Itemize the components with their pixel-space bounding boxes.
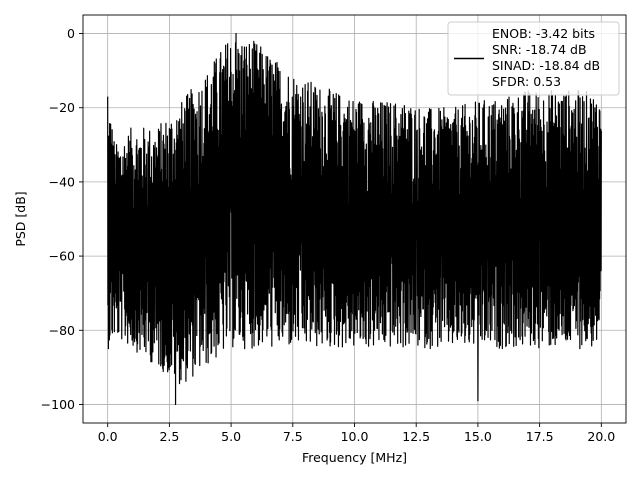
x-tick-label: 2.5: [159, 429, 179, 444]
x-axis-ticks: 0.0 2.5 5.0 7.5 10.0 12.5 15.0 17.5 20.0: [98, 423, 615, 444]
x-tick-label: 5.0: [221, 429, 241, 444]
psd-series-line: [107, 32, 602, 406]
x-tick-label: 0.0: [98, 429, 118, 444]
x-tick-label: 15.0: [464, 429, 492, 444]
y-tick-label: −40: [49, 174, 75, 189]
y-axis-ticks: 0 −20 −40 −60 −80 −100: [41, 26, 83, 412]
y-tick-label: −20: [49, 100, 75, 115]
y-tick-label: 0: [67, 26, 75, 41]
legend-snr: SNR: -18.74 dB: [492, 42, 587, 57]
legend-sinad: SINAD: -18.84 dB: [492, 58, 600, 73]
x-axis-label: Frequency [MHz]: [302, 450, 407, 465]
legend-enob: ENOB: -3.42 bits: [492, 26, 595, 41]
y-axis-label: PSD [dB]: [13, 191, 28, 246]
y-tick-label: −80: [49, 323, 75, 338]
x-tick-label: 17.5: [526, 429, 554, 444]
legend: ENOB: -3.42 bits SNR: -18.74 dB SINAD: -…: [447, 21, 620, 96]
y-tick-label: −60: [49, 249, 75, 264]
x-tick-label: 7.5: [283, 429, 303, 444]
x-tick-label: 20.0: [587, 429, 615, 444]
legend-sfdr: SFDR: 0.53: [492, 74, 561, 89]
x-tick-label: 10.0: [341, 429, 369, 444]
y-tick-label: −100: [41, 397, 75, 412]
x-tick-label: 12.5: [402, 429, 430, 444]
legend-frame: [447, 21, 620, 96]
